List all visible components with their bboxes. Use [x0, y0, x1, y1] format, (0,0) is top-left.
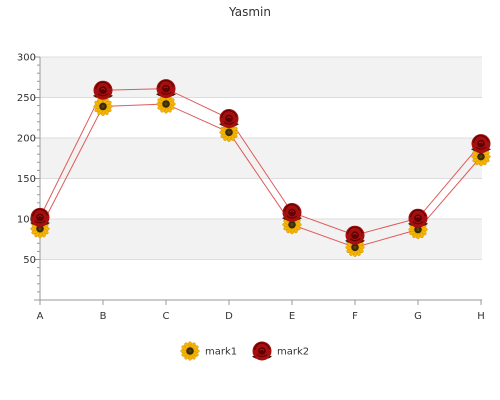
background-band [40, 219, 482, 260]
data-point-mark1-sunflower-icon [345, 237, 365, 258]
x-tick-label: D [225, 311, 233, 322]
background-band [40, 138, 482, 179]
data-point-mark2-rose-icon [93, 80, 113, 100]
data-point-mark2-rose-icon [30, 207, 50, 227]
grid-lines [40, 56, 482, 260]
x-tick-label: A [37, 311, 44, 322]
legend-rose-icon [252, 341, 272, 361]
x-tick-label: H [477, 311, 485, 322]
data-point-mark2-rose-icon [156, 79, 176, 99]
y-tick-label: 200 [17, 134, 36, 145]
data-point-mark2-rose-icon [219, 109, 239, 129]
y-axis-ticks: 50 100 150 200 250 300 [17, 53, 40, 301]
chart-title: Yasmin [228, 5, 271, 19]
y-tick-label: 150 [17, 174, 36, 185]
data-point-mark1-sunflower-icon [156, 94, 176, 114]
data-point-mark2-rose-icon [471, 134, 491, 154]
y-tick-label: 50 [23, 255, 36, 266]
x-tick-label: G [414, 311, 422, 322]
x-tick-label: C [163, 311, 170, 322]
series-markers [30, 79, 491, 258]
data-point-mark2-rose-icon [345, 225, 365, 245]
series-lines [39, 88, 482, 248]
background-bands [40, 57, 482, 260]
data-point-mark2-rose-icon [408, 208, 428, 228]
legend-item-mark2: mark2 [252, 341, 309, 361]
series-line-mark2 [39, 88, 482, 236]
x-axis-ticks: A B C D E F G H [37, 300, 485, 322]
legend-label: mark1 [205, 347, 237, 358]
background-band [40, 57, 482, 98]
y-tick-label: 300 [17, 53, 36, 64]
series-line-mark1 [39, 103, 482, 248]
legend: mark1 mark2 [180, 341, 309, 361]
data-point-mark1-sunflower-icon [219, 122, 239, 142]
y-tick-label: 250 [17, 93, 36, 104]
x-tick-label: B [100, 311, 107, 322]
y-tick-label: 100 [17, 215, 36, 226]
x-tick-label: F [352, 311, 358, 322]
legend-sunflower-icon [180, 341, 200, 361]
x-tick-label: E [289, 311, 295, 322]
data-point-mark2-rose-icon [282, 203, 302, 223]
legend-item-mark1: mark1 [180, 341, 237, 361]
data-point-mark1-sunflower-icon [93, 96, 113, 117]
legend-label: mark2 [277, 347, 309, 358]
